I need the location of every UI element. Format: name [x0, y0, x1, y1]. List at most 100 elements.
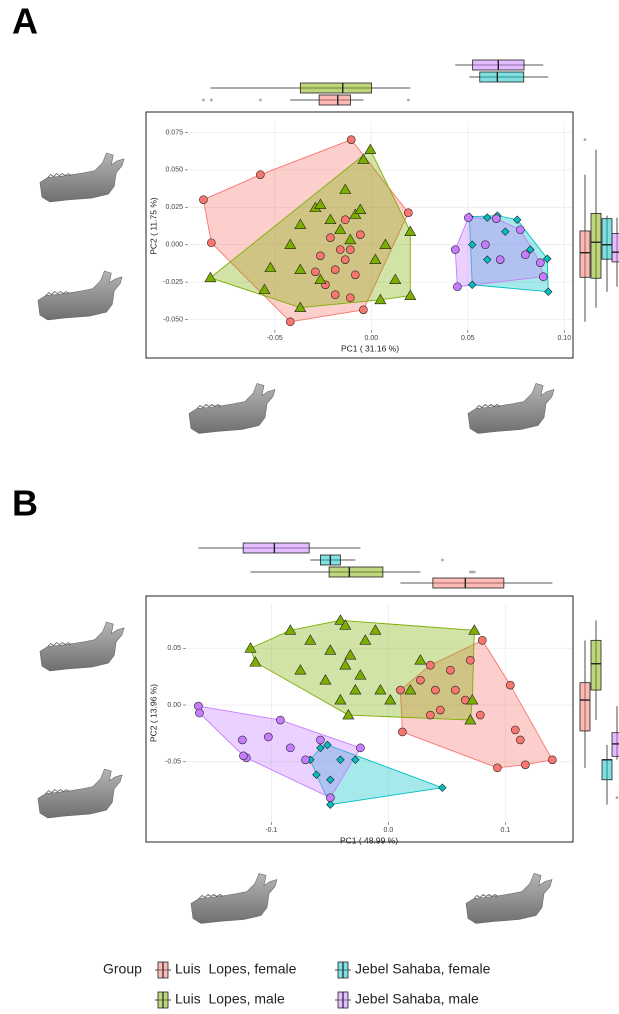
point	[453, 283, 461, 291]
y-tick-label: 0.05	[167, 645, 181, 652]
point	[478, 636, 486, 644]
boxplot-box	[612, 233, 619, 261]
mandible-image	[38, 769, 122, 818]
point	[536, 259, 544, 267]
point	[511, 726, 519, 734]
legend-label: Luis Lopes, female	[175, 961, 297, 977]
point	[199, 196, 207, 204]
point	[404, 209, 412, 217]
point	[301, 756, 309, 764]
boxplot-outlier	[441, 559, 444, 562]
point	[431, 686, 439, 694]
y-tick-label: 0.025	[165, 204, 183, 211]
point	[264, 733, 272, 741]
point	[316, 252, 324, 260]
boxplot-box	[243, 543, 309, 553]
point	[195, 709, 203, 717]
boxplot-box	[319, 95, 350, 105]
point	[516, 226, 524, 234]
legend-label: Jebel Sahaba, male	[355, 991, 479, 1007]
point	[359, 306, 367, 314]
boxplot-outlier	[202, 99, 205, 102]
point	[476, 711, 484, 719]
panel-letter: A	[12, 1, 38, 42]
point	[396, 686, 404, 694]
point	[464, 214, 472, 222]
mandible-image	[466, 874, 552, 924]
point	[481, 241, 489, 249]
point	[326, 794, 334, 802]
mandible-image	[40, 622, 124, 671]
point	[356, 744, 364, 752]
point	[276, 716, 284, 724]
mandible-image	[40, 153, 124, 202]
point	[331, 291, 339, 299]
x-tick-label: -0.1	[265, 827, 277, 834]
point	[516, 736, 524, 744]
boxplot-outlier	[473, 571, 476, 574]
x-tick-label: -0.05	[267, 335, 283, 342]
point	[436, 706, 444, 714]
point	[548, 756, 556, 764]
point	[398, 728, 406, 736]
x-tick-label: 0.10	[557, 335, 571, 342]
boxplot-outlier	[407, 99, 410, 102]
point	[446, 666, 454, 674]
point	[286, 744, 294, 752]
point	[331, 266, 339, 274]
point	[336, 246, 344, 254]
y-tick-label: -0.050	[163, 316, 183, 323]
point	[347, 136, 355, 144]
point	[346, 246, 354, 254]
boxplot-box	[329, 567, 383, 577]
mandible-image	[191, 874, 277, 924]
boxplot-box	[480, 72, 524, 82]
mandible-image	[189, 384, 275, 434]
legend-title: Group	[103, 961, 142, 977]
point	[238, 736, 246, 744]
point	[466, 656, 474, 664]
point	[286, 318, 294, 326]
point	[341, 256, 349, 264]
point	[451, 686, 459, 694]
mandible-image	[38, 271, 122, 320]
point	[341, 216, 349, 224]
y-axis-label: PC2 ( 11.75 %)	[148, 197, 158, 255]
point	[426, 661, 434, 669]
point	[451, 246, 459, 254]
point	[521, 251, 529, 259]
y-tick-label: 0.00	[167, 702, 181, 709]
point	[426, 711, 434, 719]
x-axis-label: PC1 ( 31.16 %)	[341, 343, 399, 353]
point	[539, 273, 547, 281]
x-tick-label: 0.00	[365, 335, 379, 342]
y-tick-label: -0.05	[165, 759, 181, 766]
y-tick-label: 0.075	[165, 129, 183, 136]
boxplot-box	[602, 219, 612, 260]
point	[346, 294, 354, 302]
point	[256, 171, 264, 179]
point	[326, 234, 334, 242]
mandible-image	[468, 384, 554, 434]
boxplot-box	[591, 640, 601, 690]
boxplot-outlier	[210, 99, 213, 102]
y-tick-label: 0.000	[165, 242, 183, 249]
x-tick-label: 0.1	[500, 827, 510, 834]
point	[496, 256, 504, 264]
point	[493, 764, 501, 772]
x-tick-label: 0.05	[461, 335, 475, 342]
boxplot-box	[300, 83, 371, 93]
point	[239, 752, 247, 760]
boxplot-box	[433, 578, 504, 588]
boxplot-box	[580, 683, 590, 731]
boxplot-outlier	[259, 99, 262, 102]
y-tick-label: 0.050	[165, 167, 183, 174]
boxplot-box	[591, 213, 601, 278]
point	[521, 761, 529, 769]
point	[316, 736, 324, 744]
figure: A -0.05 0.00 0.05 0.10 0.075 0.050 0.025 0.000 -0…	[0, 0, 619, 1014]
point	[311, 268, 319, 276]
point	[492, 215, 500, 223]
point	[207, 239, 215, 247]
boxplot-outlier	[616, 796, 619, 799]
